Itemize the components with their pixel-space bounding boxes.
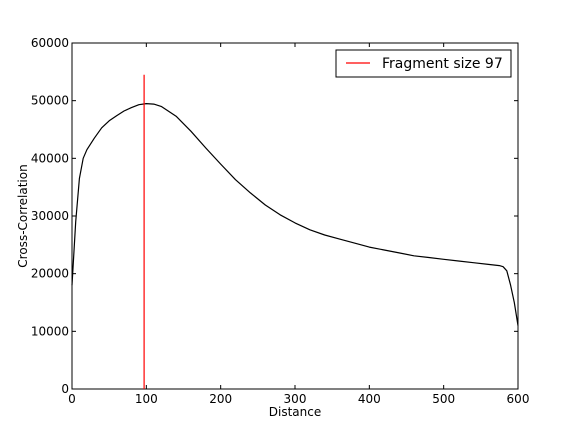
y-tick-label: 0	[61, 382, 69, 396]
x-tick-label: 500	[432, 392, 455, 406]
y-tick-label: 10000	[31, 324, 69, 338]
y-tick-label: 40000	[31, 151, 69, 165]
y-tick-label: 30000	[31, 209, 69, 223]
y-axis-title: Cross-Correlation	[16, 164, 30, 267]
legend: Fragment size 97	[335, 49, 512, 78]
ticks-layer: 0 100 200 300 400 500 600 0 10000 20000 30000 40000…	[31, 36, 530, 406]
y-tick-label: 50000	[31, 94, 69, 108]
y-tick-label: 20000	[31, 267, 69, 281]
plot-area	[71, 42, 519, 390]
y-tick-label: 60000	[31, 36, 69, 50]
x-tick-label: 600	[507, 392, 530, 406]
x-tick-label: 100	[135, 392, 158, 406]
x-tick-label: 300	[284, 392, 307, 406]
x-tick-label: 0	[68, 392, 76, 406]
cross-correlation-line	[71, 103, 519, 326]
x-tick-label: 400	[358, 392, 381, 406]
legend-label-fragment-size: Fragment size 97	[382, 56, 503, 72]
x-tick-label: 200	[209, 392, 232, 406]
series-layer	[71, 74, 519, 389]
x-axis-title: Distance	[269, 405, 321, 419]
